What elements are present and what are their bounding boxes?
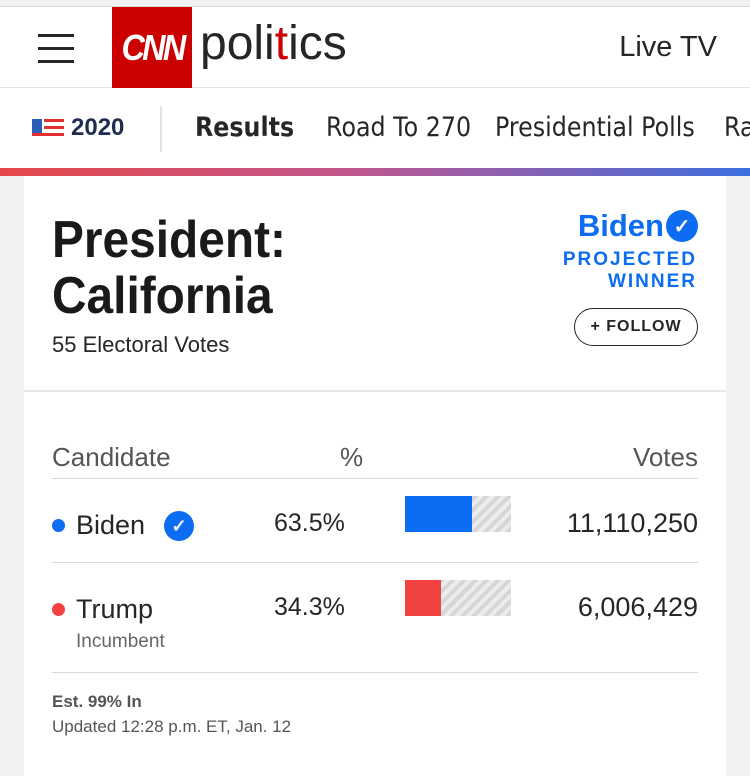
brand-accent: t — [274, 17, 289, 70]
candidate-name: Biden — [76, 510, 146, 540]
race-card: President: California 55 Electoral Votes… — [24, 176, 726, 776]
politics-brand[interactable]: politics — [200, 20, 347, 68]
site-header: CNN politics Live TV — [0, 6, 750, 88]
row-divider — [52, 672, 698, 673]
live-tv-link[interactable]: Live TV — [619, 31, 717, 63]
cnn-logo[interactable]: CNN — [112, 7, 192, 88]
section-divider — [24, 390, 726, 392]
vote-share-fill — [405, 496, 473, 532]
title-line-2: California — [52, 267, 273, 325]
column-header-candidate: Candidate — [52, 442, 171, 472]
cnn-logo-text: CNN — [120, 26, 186, 68]
vote-percent: 63.5% — [274, 509, 345, 537]
row-divider — [52, 562, 698, 563]
party-dot — [52, 603, 65, 616]
checkmark-icon: ✓ — [666, 210, 698, 242]
election-subnav: 2020 Results Road To 270 Presidential Po… — [0, 88, 750, 168]
election-year[interactable]: 2020 — [71, 114, 125, 141]
brand-prefix: poli — [200, 17, 275, 70]
tab-road-to-270[interactable]: Road To 270 — [326, 112, 472, 143]
hamburger-icon[interactable] — [38, 31, 74, 65]
us-flag-icon — [32, 119, 64, 136]
nav-divider — [160, 106, 162, 152]
party-dot — [52, 519, 65, 532]
vote-percent: 34.3% — [274, 593, 345, 621]
tab-presidential-polls[interactable]: Presidential Polls — [495, 112, 695, 143]
title-line-1: President: — [52, 211, 286, 269]
vote-count: 6,006,429 — [577, 592, 698, 622]
page-title: President: California — [52, 212, 286, 324]
electoral-votes: 55 Electoral Votes — [52, 332, 230, 357]
brand-suffix: ics — [288, 17, 347, 70]
winner-name: Biden — [577, 208, 664, 243]
tab-truncated[interactable]: Ra — [724, 112, 750, 143]
projected-winner-label: PROJECTED WINNER — [563, 249, 697, 293]
vote-share-bar — [405, 496, 511, 532]
nav-gradient-bar — [0, 168, 750, 176]
incumbent-label: Incumbent — [76, 631, 165, 652]
row-divider — [52, 478, 698, 479]
candidate-name: Trump — [76, 594, 154, 624]
checkmark-icon: ✓ — [164, 511, 194, 541]
column-header-votes: Votes — [632, 442, 698, 472]
projected-line-2: WINNER — [607, 271, 697, 292]
column-header-percent: % — [340, 442, 364, 472]
vote-share-fill — [405, 580, 442, 616]
vote-count: 11,110,250 — [566, 508, 698, 538]
vote-share-bar — [405, 580, 511, 616]
tab-results[interactable]: Results — [195, 112, 295, 143]
follow-button[interactable]: + FOLLOW — [574, 308, 698, 346]
projected-line-1: PROJECTED — [562, 249, 697, 270]
estimate-in: Est. 99% In — [52, 692, 142, 711]
updated-timestamp: Updated 12:28 p.m. ET, Jan. 12 — [52, 717, 292, 736]
